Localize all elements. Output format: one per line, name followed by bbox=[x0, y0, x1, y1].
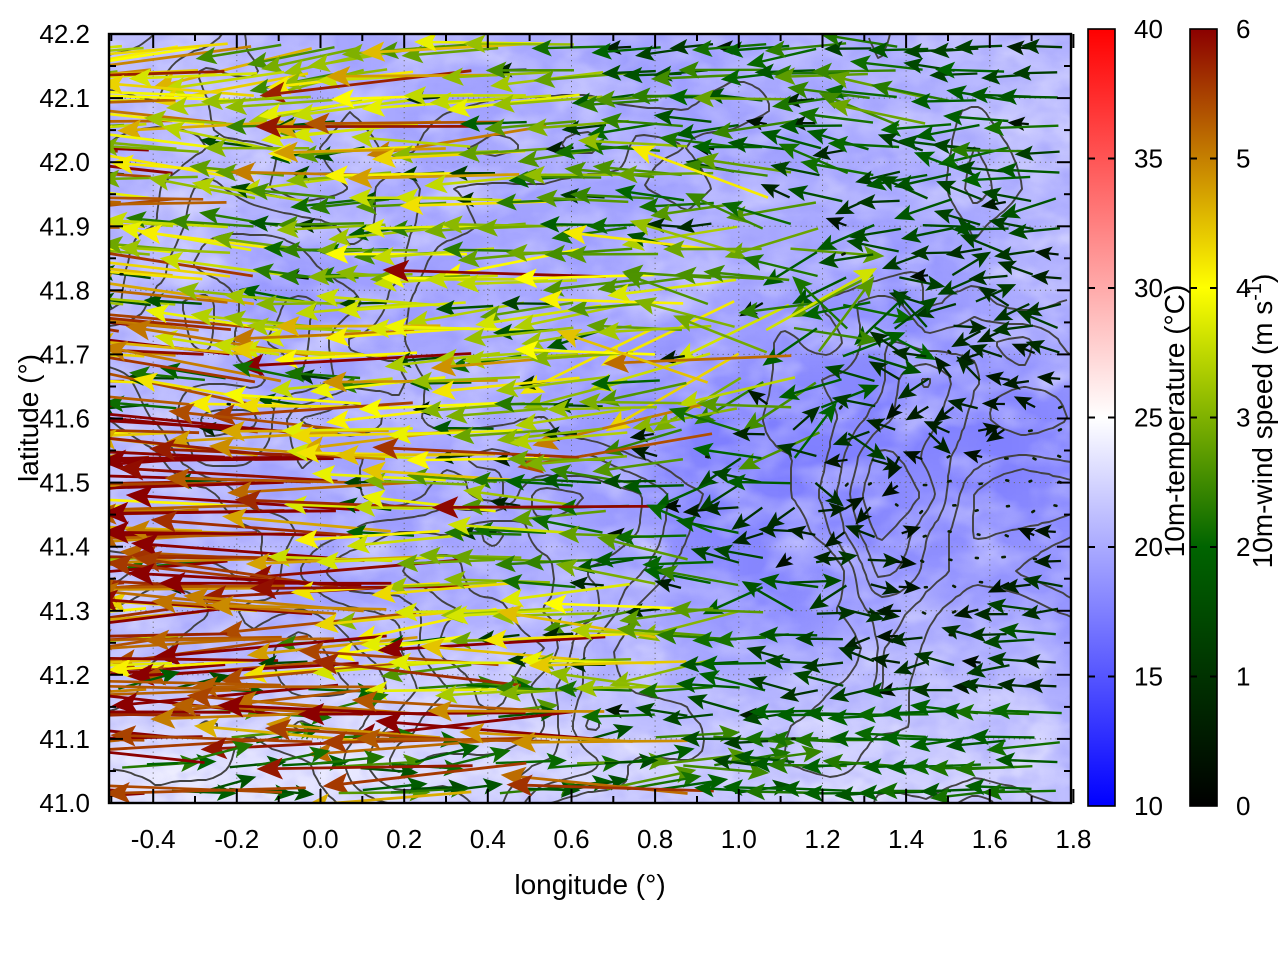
svg-text:20: 20 bbox=[1134, 532, 1163, 562]
svg-text:42.2: 42.2 bbox=[39, 19, 90, 49]
svg-text:41.1: 41.1 bbox=[39, 724, 90, 754]
svg-text:1.2: 1.2 bbox=[804, 824, 840, 854]
svg-text:30: 30 bbox=[1134, 273, 1163, 303]
svg-text:41.6: 41.6 bbox=[39, 404, 90, 434]
svg-text:0.4: 0.4 bbox=[470, 824, 506, 854]
svg-text:25: 25 bbox=[1134, 403, 1163, 433]
svg-text:41.0: 41.0 bbox=[39, 788, 90, 818]
svg-text:15: 15 bbox=[1134, 662, 1163, 692]
svg-text:1.8: 1.8 bbox=[1055, 824, 1091, 854]
svg-text:10m-wind speed (m s-1): 10m-wind speed (m s-1) bbox=[1244, 274, 1278, 569]
svg-text:41.9: 41.9 bbox=[39, 211, 90, 241]
svg-text:6: 6 bbox=[1236, 14, 1250, 44]
svg-text:0: 0 bbox=[1236, 791, 1250, 821]
svg-text:1.0: 1.0 bbox=[721, 824, 757, 854]
svg-text:41.3: 41.3 bbox=[39, 596, 90, 626]
svg-text:42.1: 42.1 bbox=[39, 83, 90, 113]
svg-text:0.6: 0.6 bbox=[553, 824, 589, 854]
svg-text:41.7: 41.7 bbox=[39, 339, 90, 369]
svg-text:41.5: 41.5 bbox=[39, 468, 90, 498]
svg-text:0.8: 0.8 bbox=[637, 824, 673, 854]
svg-text:5: 5 bbox=[1236, 144, 1250, 174]
svg-text:4: 4 bbox=[1236, 273, 1250, 303]
svg-text:41.2: 41.2 bbox=[39, 660, 90, 690]
svg-text:10m-temperature (°C): 10m-temperature (°C) bbox=[1159, 285, 1190, 558]
svg-text:35: 35 bbox=[1134, 144, 1163, 174]
svg-text:1.6: 1.6 bbox=[972, 824, 1008, 854]
svg-text:longitude (°): longitude (°) bbox=[514, 869, 665, 900]
svg-text:1: 1 bbox=[1236, 662, 1250, 692]
svg-text:3: 3 bbox=[1236, 403, 1250, 433]
svg-text:1.4: 1.4 bbox=[888, 824, 924, 854]
svg-text:42.0: 42.0 bbox=[39, 147, 90, 177]
svg-text:40: 40 bbox=[1134, 14, 1163, 44]
svg-text:0.0: 0.0 bbox=[302, 824, 338, 854]
svg-text:41.4: 41.4 bbox=[39, 532, 90, 562]
svg-text:10: 10 bbox=[1134, 791, 1163, 821]
svg-text:-0.2: -0.2 bbox=[214, 824, 259, 854]
svg-text:41.8: 41.8 bbox=[39, 275, 90, 305]
svg-text:2: 2 bbox=[1236, 532, 1250, 562]
svg-text:latitude (°): latitude (°) bbox=[13, 354, 44, 482]
svg-text:-0.4: -0.4 bbox=[131, 824, 176, 854]
svg-text:0.2: 0.2 bbox=[386, 824, 422, 854]
